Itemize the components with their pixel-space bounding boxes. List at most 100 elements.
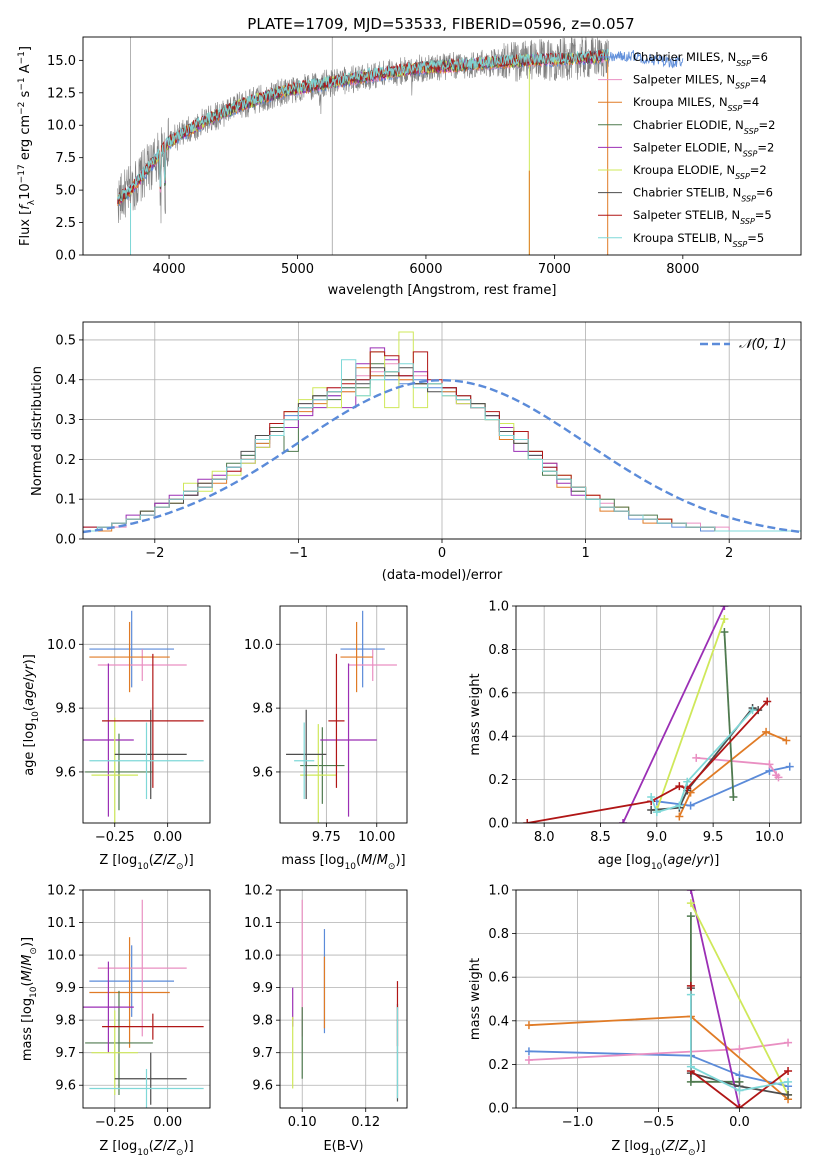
x-axis-label: Z [log10(Z/Z⊙)] [99,853,193,872]
x-axis-label: (data-model)/error [382,568,503,583]
x-tick-label: 6000 [409,262,442,277]
axis-layer: −2 −1 0 1 2 0.0 0.1 0.2 0.3 0.4 0.5 𝒩(0, 1) (data-mo… [30,321,802,583]
legend-entry: Chabrier ELODIE, NSSP=2 [633,118,775,136]
axes-frame [279,889,408,1109]
legend-entry: 𝒩(0, 1) [739,337,786,352]
figure-title: PLATE=1709, MJD=53533, FIBERID=0596, z=0… [247,15,634,33]
weight-marker [686,990,695,999]
y-tick-label: 2.5 [55,216,76,231]
weight-marker [735,1045,744,1054]
legend-entry: Chabrier MILES, NSSP=6 [633,50,768,68]
errorbar-salpeter-miles [97,649,187,681]
x-tick-label: −1 [289,546,308,561]
y-tick-label: 9.7 [55,1046,76,1061]
plot-area [83,899,204,1108]
x-tick-label: −1.0 [562,1115,594,1130]
y-tick-label: 0.6 [488,971,509,986]
x-axis-label: mass [log10(M/M⊙)] [281,853,405,872]
errorbar-salpeter-elodie [83,663,134,817]
weights-kroupa-miles [675,727,791,821]
errorbar-salpeter-stelib [102,1013,204,1040]
weight-marker [735,1086,744,1095]
axes-age_vs_mass: 9.75 10.00 9.6 9.8 10.0 mass [log10(M/M⊙)] [244,605,408,872]
weight-marker [782,736,791,745]
errorbar-salpeter-stelib [102,653,204,788]
y-tick-label: 9.6 [55,1079,76,1094]
weight-marker [647,792,656,801]
plot-area [83,610,204,823]
y-tick-label: 10.2 [244,884,273,899]
axes-mass_vs_EBV: 0.10 0.12 9.6 9.7 9.8 9.9 10.0 10.1 10.2 E(B-V) [244,884,408,1154]
y-axis-label: mass weight [468,673,483,755]
weight-marker [686,912,695,921]
weight-marker [784,1090,793,1099]
weight-marker [762,727,771,736]
axes-spectrum: 4000 5000 6000 7000 8000 0.0 2.5 5.0 7.5 10.0 12.5… [17,36,802,298]
x-axis-label: age [log10(age/yr)] [598,853,720,872]
x-tick-label: 0 [438,546,446,561]
y-tick-label: 12.5 [47,86,76,101]
errorbar-salpeter-miles [97,899,187,1037]
x-tick-label: 8000 [666,262,699,277]
y-tick-label: 5.0 [55,184,76,199]
y-axis-label: Normed distribution [30,366,45,496]
axis-layer: −0.25 0.00 9.6 9.8 10.0 Z [log10(Z/Z⊙)] age [l… [22,605,211,872]
errorbar-kroupa-elodie [91,1010,139,1095]
axes-residuals: −2 −1 0 1 2 0.0 0.1 0.2 0.3 0.4 0.5 𝒩(0, 1) (data-mo… [30,321,802,583]
x-tick-label: 8.5 [590,830,611,845]
errorbar-kroupa-miles [89,621,170,693]
weight-marker [524,1047,533,1056]
errorbar-chabrier-stelib [286,709,327,800]
y-axis-label: mass weight [468,958,483,1040]
x-tick-label: 0.0 [729,1115,750,1130]
errorbar-chabrier-miles [340,610,385,688]
axes-frame [82,605,211,824]
y-tick-label: 1.0 [488,884,509,899]
y-tick-label: 9.6 [55,765,76,780]
x-tick-label: −2 [145,546,164,561]
x-tick-label: 0.00 [153,830,182,845]
y-tick-label: 9.9 [55,981,76,996]
weight-marker [686,1062,695,1071]
errorbar-kroupa-miles [340,621,373,693]
axis-layer: 9.75 10.00 9.6 9.8 10.0 mass [log10(M/M⊙)] [244,605,408,872]
y-tick-label: 10.0 [244,638,273,653]
weight-marker [785,762,794,771]
axis-layer: −1.0 −0.5 0.0 0.0 0.2 0.4 0.6 0.8 1.0 mass weight… [468,884,802,1158]
weight-marker [784,1038,793,1047]
y-tick-label: 0.8 [488,927,509,942]
y-tick-label: 1.0 [488,600,509,615]
axes-frame [82,321,802,540]
x-tick-label: 9.75 [312,830,341,845]
errorbar-kroupa-stelib [89,1068,204,1108]
x-tick-label: 0.00 [153,1115,182,1130]
y-tick-label: 9.8 [252,702,273,717]
grid [516,605,801,824]
weight-marker [720,615,729,624]
plot-area [523,606,794,823]
errorbar-salpeter-elodie [320,663,377,817]
legend-entry: Salpeter MILES, NSSP=4 [633,73,767,91]
y-tick-label: 0.6 [488,686,509,701]
weight-marker [524,1021,533,1030]
x-tick-label: −0.25 [95,830,135,845]
weight-marker [675,812,684,821]
y-tick-label: 0.4 [55,373,76,388]
observed-spectrum [117,37,609,255]
errorbar-kroupa-stelib [89,722,204,800]
y-tick-label: 0.5 [55,333,76,348]
errorbar-chabrier-elodie [85,990,153,1095]
weight-marker [523,819,532,823]
x-axis-label: Z [log10(Z/Z⊙)] [99,1139,193,1158]
plot-area [292,899,399,1102]
y-tick-label: 0.3 [55,413,76,428]
spectrum-legend: Chabrier MILES, NSSP=6 Salpeter MILES, NS… [598,50,775,248]
y-tick-label: 10.1 [47,916,76,931]
y-tick-label: 0.0 [488,817,509,832]
y-tick-label: 10.0 [47,949,76,964]
errorbar-chabrier-stelib [114,1052,187,1105]
weight-marker [686,899,695,908]
weights-kroupa-stelib [686,990,793,1095]
x-tick-label: 0.10 [288,1115,317,1130]
